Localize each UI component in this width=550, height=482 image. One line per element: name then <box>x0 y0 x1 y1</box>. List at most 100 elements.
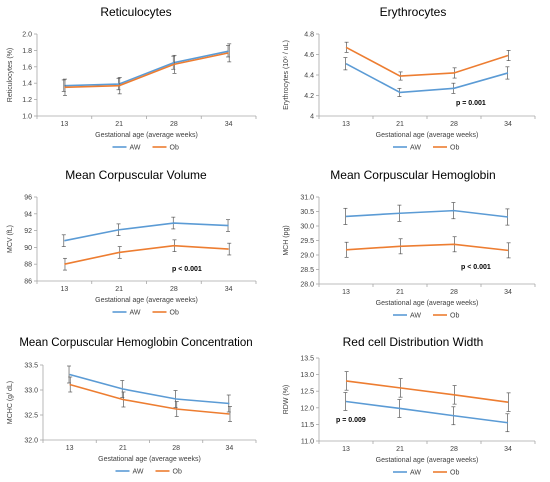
y-tick-label: 31.0 <box>300 195 314 202</box>
legend-label-ob: Ob <box>170 310 179 317</box>
error-bar-ob <box>506 392 511 412</box>
x-tick-label: 13 <box>342 446 350 453</box>
y-tick-label: 96 <box>24 195 32 202</box>
legend-label-aw: AW <box>410 313 421 320</box>
error-bar-aw <box>61 234 66 247</box>
y-tick-label: 32.5 <box>24 413 38 420</box>
y-tick-label: 88 <box>24 262 32 269</box>
chart-title: Erythrocytes <box>380 5 447 19</box>
x-tick-label: 21 <box>396 121 404 128</box>
chart-mcv: Mean Corpuscular Volume MCV (fL) Gestati… <box>7 168 257 317</box>
y-tick-label: 4 <box>310 114 314 121</box>
y-tick-label: 86 <box>24 279 32 286</box>
x-tick-label: 13 <box>60 286 68 293</box>
legend-label-ob: Ob <box>450 470 459 477</box>
x-axis-label: Gestational age (average weeks) <box>98 456 201 463</box>
chart-title: Mean Corpuscular Hemoglobin <box>330 168 495 182</box>
x-tick-label: 13 <box>66 445 74 452</box>
error-bar-aw <box>343 57 348 71</box>
y-tick-label: 1.2 <box>22 97 32 104</box>
y-tick-label: 1.4 <box>22 81 32 88</box>
chart-mchc: Mean Corpuscular Hemoglobin Concentratio… <box>7 337 257 476</box>
error-bar-ob <box>506 242 511 259</box>
y-tick-label: 12.0 <box>300 405 314 412</box>
y-tick-label: 12.5 <box>300 389 314 396</box>
y-tick-label: 30.0 <box>300 224 314 231</box>
y-tick-label: 92 <box>24 228 32 235</box>
chart-reticulocytes: Reticulocytes Reticulocytes (%) Gestatio… <box>7 5 257 152</box>
p-value-annotation: p < 0.001 <box>172 266 202 273</box>
series-line-ob <box>345 243 509 252</box>
x-tick-label: 28 <box>170 121 178 128</box>
series-line-aw <box>345 209 509 218</box>
y-tick-label: 90 <box>24 245 32 252</box>
x-tick-label: 34 <box>504 446 512 453</box>
series-line-aw <box>64 222 229 242</box>
y-tick-label: 94 <box>24 211 32 218</box>
y-axis-label: MCH (pg) <box>283 225 290 255</box>
x-tick-label: 34 <box>225 445 233 452</box>
y-tick-label: 13.0 <box>300 372 314 379</box>
error-bar-ob <box>506 50 511 62</box>
x-axis-label: Gestational age (average weeks) <box>95 297 198 304</box>
series-line-aw <box>69 373 230 405</box>
x-tick-label: 13 <box>342 121 350 128</box>
x-tick-label: 34 <box>225 286 233 293</box>
legend-label-aw: AW <box>133 469 144 476</box>
x-tick-label: 21 <box>115 121 123 128</box>
y-axis-label: Erythrocytes (10⁶ / uL) <box>283 40 290 110</box>
legend-label-ob: Ob <box>450 145 459 152</box>
x-tick-label: 28 <box>170 286 178 293</box>
legend-label-ob: Ob <box>450 313 459 320</box>
series-line-ob <box>64 52 229 89</box>
y-axis-label: MCV (fL) <box>7 225 14 253</box>
series-line-aw <box>345 63 509 94</box>
error-bar-ob <box>227 406 232 422</box>
x-tick-label: 34 <box>225 121 233 128</box>
series-line-ob <box>345 46 509 77</box>
y-tick-label: 29.5 <box>300 238 314 245</box>
y-axis-label: RDW (%) <box>283 385 290 415</box>
y-tick-label: 4.4 <box>304 73 314 80</box>
p-value-annotation: p = 0.001 <box>456 100 486 107</box>
y-tick-label: 2.0 <box>22 32 32 39</box>
legend-label-ob: Ob <box>173 469 182 476</box>
series-line-ob <box>64 244 229 265</box>
chart-mch: Mean Corpuscular Hemoglobin MCH (pg) Ges… <box>283 168 536 320</box>
legend-label-aw: AW <box>130 145 141 152</box>
x-axis-label: Gestational age (average weeks) <box>376 132 479 139</box>
y-tick-label: 33.0 <box>24 388 38 395</box>
y-tick-label: 13.5 <box>300 356 314 363</box>
y-tick-label: 29.0 <box>300 253 314 260</box>
x-tick-label: 28 <box>450 446 458 453</box>
x-axis-label: Gestational age (average weeks) <box>376 457 479 464</box>
x-tick-label: 28 <box>450 289 458 296</box>
y-tick-label: 1.6 <box>22 64 32 71</box>
x-axis-label: Gestational age (average weeks) <box>376 300 479 307</box>
x-tick-label: 34 <box>504 121 512 128</box>
chart-rdw: Red cell Distribution Width RDW (%) Gest… <box>283 335 536 477</box>
x-tick-label: 21 <box>115 286 123 293</box>
series-line-aw <box>345 400 509 424</box>
error-bar-ob <box>227 43 232 63</box>
series-line-ob <box>345 380 509 403</box>
chart-title: Reticulocytes <box>100 5 171 19</box>
legend-label-aw: AW <box>410 145 421 152</box>
y-axis-label: MCHC (g/ dL) <box>7 381 14 424</box>
legend-label-aw: AW <box>130 310 141 317</box>
x-axis-label: Gestational age (average weeks) <box>95 132 198 139</box>
x-tick-label: 28 <box>172 445 180 452</box>
y-tick-label: 28.0 <box>300 282 314 289</box>
y-tick-label: 4.2 <box>304 93 314 100</box>
legend-label-ob: Ob <box>170 145 179 152</box>
chart-title: Mean Corpuscular Volume <box>65 168 207 182</box>
y-tick-label: 11.0 <box>301 439 314 446</box>
x-tick-label: 28 <box>450 121 458 128</box>
x-tick-label: 21 <box>396 446 404 453</box>
y-tick-label: 1.0 <box>22 114 32 121</box>
chart-title: Mean Corpuscular Hemoglobin Concentratio… <box>19 337 252 349</box>
y-tick-label: 32.0 <box>24 438 38 445</box>
x-tick-label: 21 <box>119 445 127 452</box>
chart-title: Red cell Distribution Width <box>343 335 484 349</box>
error-bar-aw <box>343 392 348 411</box>
